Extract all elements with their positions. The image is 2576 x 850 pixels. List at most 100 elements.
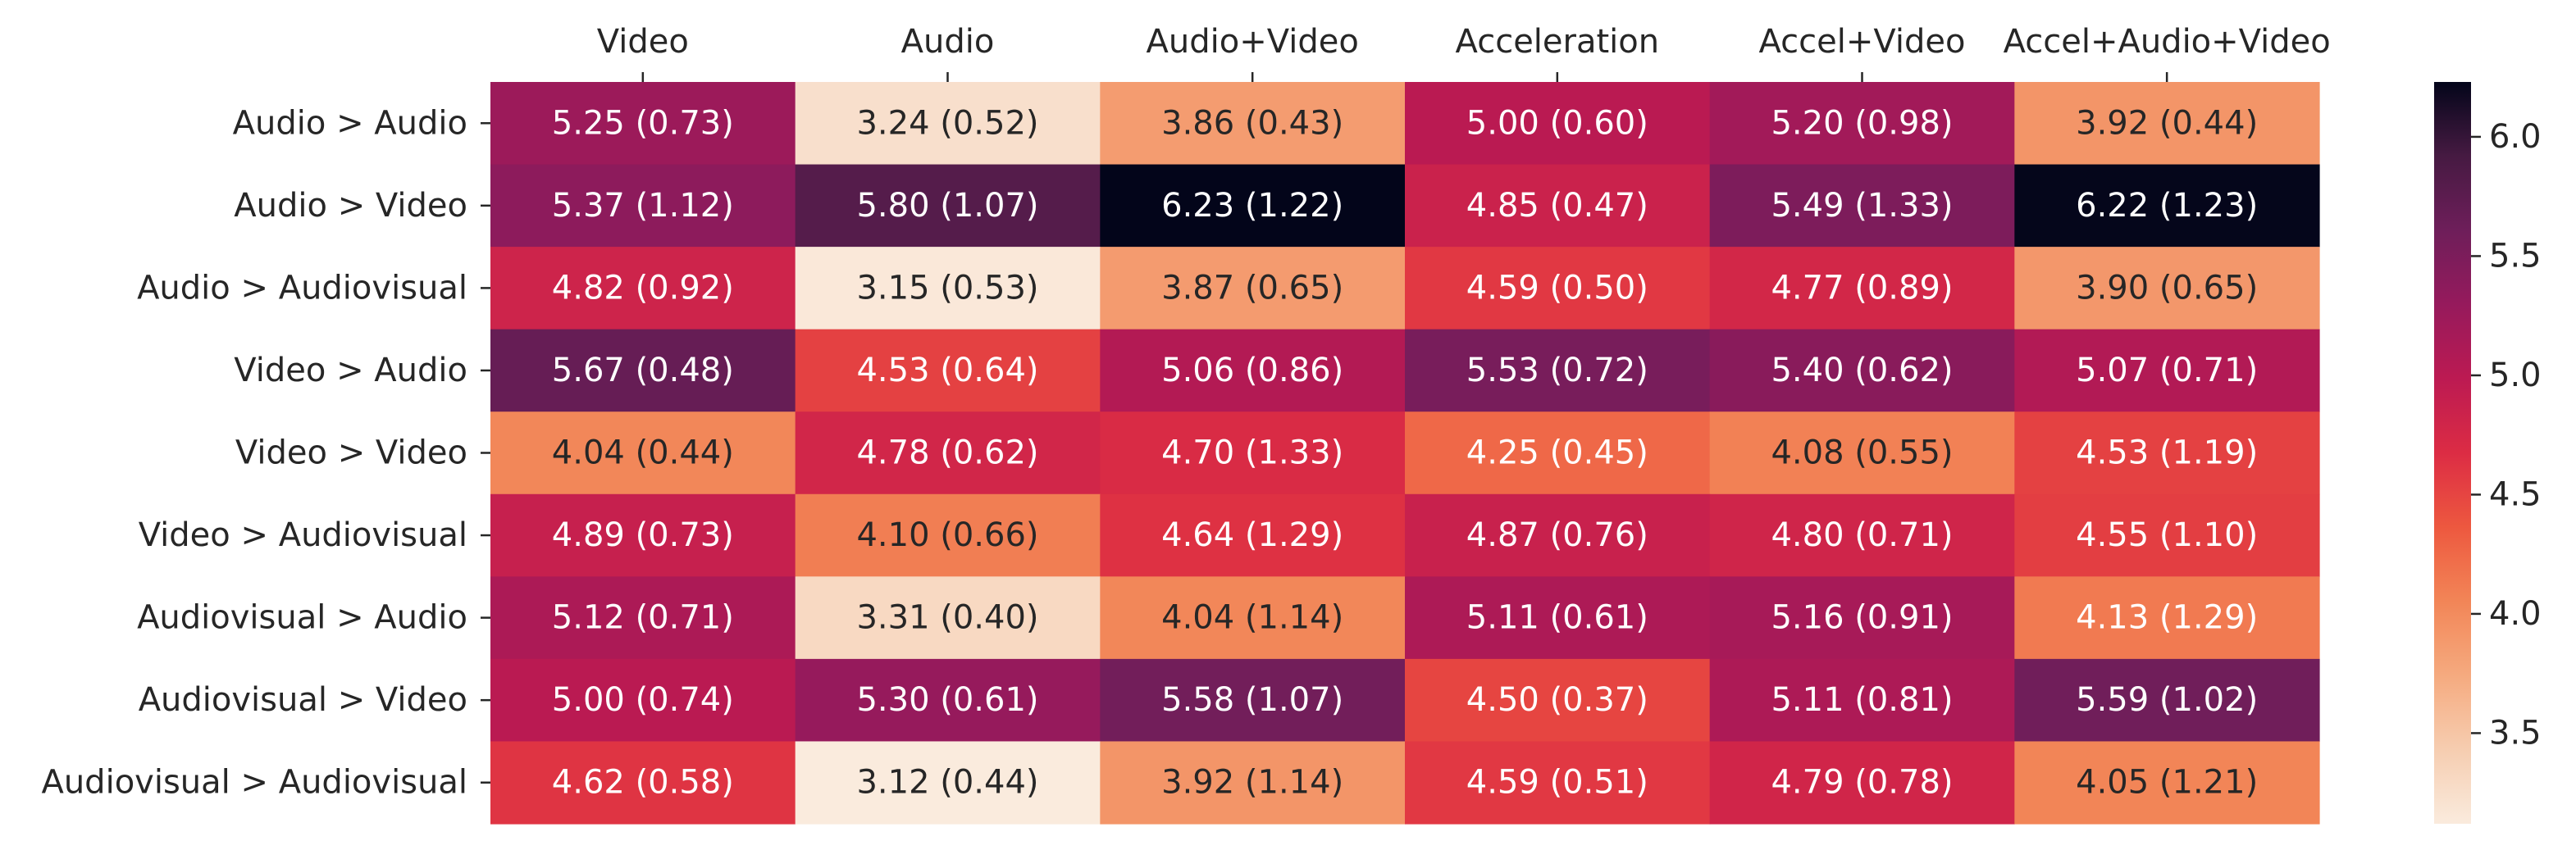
cell-value-label: 6.23 (1.22) <box>1161 187 1343 225</box>
cell-value-label: 4.53 (0.64) <box>856 352 1038 389</box>
heatmap-cell <box>795 658 1101 743</box>
heatmap-cell <box>795 411 1101 495</box>
column-label: Accel+Audio+Video <box>2004 23 2331 61</box>
heatmap-cell <box>1709 329 2015 412</box>
row-labels: Audio > Audio Audio > Video Audio > Audiov… <box>41 104 490 802</box>
heatmap-cell <box>1100 247 1406 330</box>
colorbar-tick-label: 5.0 <box>2489 357 2542 394</box>
heatmap-cell <box>795 493 1101 577</box>
heatmap-cell <box>1405 329 1711 412</box>
heatmap-cell <box>1100 741 1406 825</box>
column-label: Video <box>597 23 689 61</box>
row-label: Video > Audio <box>234 352 467 389</box>
colorbar-tick-label: 5.5 <box>2489 237 2542 275</box>
heatmap-cell <box>1405 411 1711 495</box>
row-label: Video > Audiovisual <box>139 516 467 554</box>
cell-value-label: 5.06 (0.86) <box>1161 352 1343 389</box>
colorbar-tick-label: 4.0 <box>2489 595 2542 633</box>
cell-value-label: 5.67 (0.48) <box>552 352 734 389</box>
heatmap-cell <box>1405 493 1711 577</box>
cell-value-label: 4.70 (1.33) <box>1161 434 1343 472</box>
colorbar-tick-label: 4.5 <box>2489 475 2542 513</box>
heatmap-cell <box>1100 164 1406 248</box>
cell-value-label: 5.59 (1.02) <box>2076 681 2258 719</box>
heatmap-cell <box>2014 658 2320 743</box>
cell-value-label: 4.59 (0.51) <box>1466 764 1648 802</box>
row-label: Audiovisual > Audiovisual <box>41 764 467 802</box>
heatmap-cell <box>795 247 1101 330</box>
cell-value-label: 5.25 (0.73) <box>552 104 734 142</box>
colorbar-tick-label: 3.5 <box>2489 714 2542 752</box>
heatmap-cell <box>490 164 796 248</box>
cell-value-label: 4.79 (0.78) <box>1771 764 1953 802</box>
column-label: Audio <box>901 23 995 61</box>
cell-value-label: 5.11 (0.61) <box>1466 599 1648 637</box>
cell-value-label: 4.85 (0.47) <box>1466 187 1648 225</box>
cell-value-label: 4.87 (0.76) <box>1466 516 1648 554</box>
heatmap-cell <box>1709 247 2015 330</box>
cell-value-label: 4.53 (1.19) <box>2076 434 2258 472</box>
cell-value-label: 4.04 (0.44) <box>552 434 734 472</box>
colorbar: 3.5 4.0 4.5 5.0 5.5 6.0 <box>2434 82 2542 824</box>
heatmap-cell <box>795 576 1101 660</box>
cell-value-label: 5.58 (1.07) <box>1161 681 1343 719</box>
row-label: Video > Video <box>235 434 467 472</box>
heatmap-cell <box>1100 329 1406 412</box>
cell-value-label: 3.92 (1.14) <box>1161 764 1343 802</box>
cell-value-label: 3.31 (0.40) <box>856 599 1038 637</box>
cell-value-label: 5.16 (0.91) <box>1771 599 1953 637</box>
heatmap-cell <box>490 493 796 577</box>
cell-value-label: 5.49 (1.33) <box>1771 187 1953 225</box>
heatmap-cell <box>490 741 796 825</box>
heatmap-cell <box>1709 164 2015 248</box>
cell-value-label: 4.50 (0.37) <box>1466 681 1648 719</box>
heatmap-cell <box>1709 658 2015 743</box>
colorbar-gradient <box>2434 82 2471 824</box>
cell-value-label: 3.15 (0.53) <box>856 269 1038 307</box>
heatmap-cell <box>490 82 796 166</box>
heatmap-cell <box>1100 658 1406 743</box>
row-label: Audiovisual > Video <box>139 681 467 719</box>
heatmap-cell <box>1405 741 1711 825</box>
heatmap-cell <box>490 329 796 412</box>
heatmap-cell <box>1709 493 2015 577</box>
column-label: Audio+Video <box>1147 23 1359 61</box>
row-label: Audio > Audiovisual <box>137 269 467 307</box>
column-labels: Video Audio Audio+Video Acceleration Accel+V… <box>597 23 2331 82</box>
cell-value-label: 5.00 (0.74) <box>552 681 734 719</box>
heatmap-cell <box>1100 493 1406 577</box>
row-label: Audio > Audio <box>233 104 467 142</box>
cell-value-label: 5.40 (0.62) <box>1771 352 1953 389</box>
heatmap-cell <box>1405 658 1711 743</box>
heatmap-cell <box>1405 82 1711 166</box>
row-label: Audio > Video <box>234 187 467 225</box>
cell-value-label: 5.12 (0.71) <box>552 599 734 637</box>
heatmap-cell <box>2014 741 2320 825</box>
heatmap-cell <box>1709 82 2015 166</box>
cell-value-label: 5.11 (0.81) <box>1771 681 1953 719</box>
cell-value-label: 3.92 (0.44) <box>2076 104 2258 142</box>
cell-value-label: 4.80 (0.71) <box>1771 516 1953 554</box>
cell-value-label: 6.22 (1.23) <box>2076 187 2258 225</box>
cell-value-label: 4.25 (0.45) <box>1466 434 1648 472</box>
cell-value-label: 4.04 (1.14) <box>1161 599 1343 637</box>
heatmap-cell <box>795 329 1101 412</box>
cell-value-label: 4.78 (0.62) <box>856 434 1038 472</box>
cell-value-label: 4.55 (1.10) <box>2076 516 2258 554</box>
cell-value-label: 3.87 (0.65) <box>1161 269 1343 307</box>
cell-value-label: 5.07 (0.71) <box>2076 352 2258 389</box>
cell-value-label: 3.90 (0.65) <box>2076 269 2258 307</box>
cell-value-label: 4.62 (0.58) <box>552 764 734 802</box>
heatmap-cell <box>1100 82 1406 166</box>
heatmap-cell <box>1100 576 1406 660</box>
cell-value-label: 4.89 (0.73) <box>552 516 734 554</box>
cell-value-label: 4.77 (0.89) <box>1771 269 1953 307</box>
heatmap-cell <box>490 247 796 330</box>
row-label: Audiovisual > Audio <box>137 599 467 637</box>
cell-value-label: 5.00 (0.60) <box>1466 104 1648 142</box>
heatmap-cell <box>490 658 796 743</box>
heatmap-cell <box>2014 576 2320 660</box>
heatmap-cell <box>795 82 1101 166</box>
heatmap-cell <box>1405 164 1711 248</box>
